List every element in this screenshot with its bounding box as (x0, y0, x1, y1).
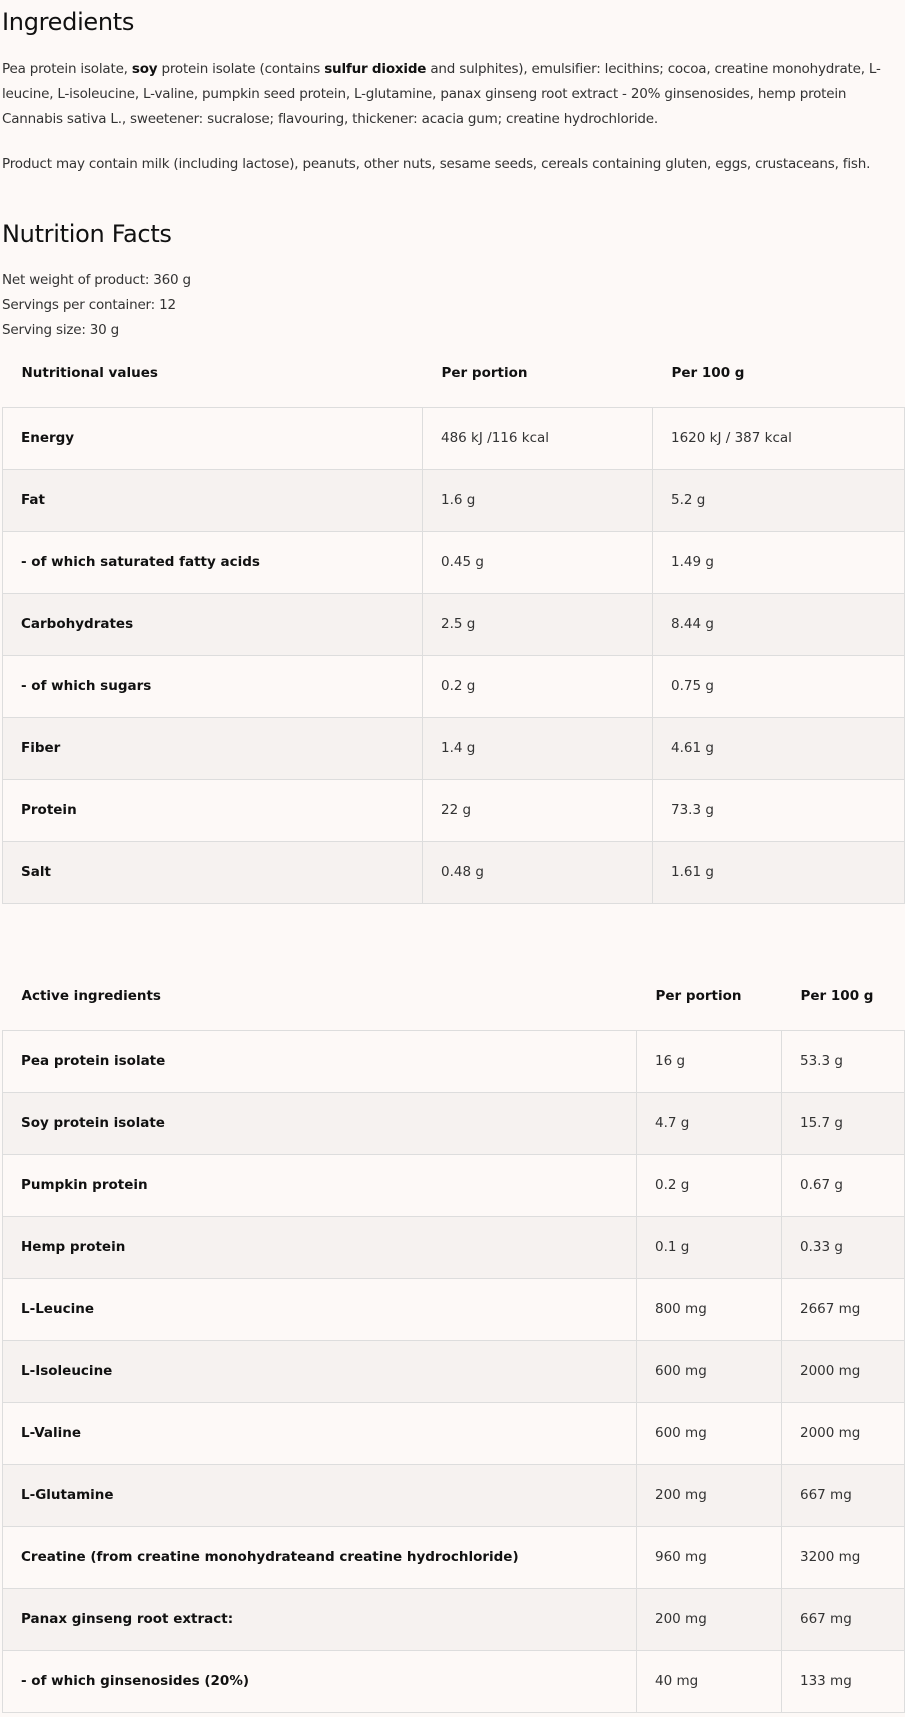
per-100g-value: 3200 mg (781, 1525, 905, 1589)
per-100g-value: 53.3 g (781, 1029, 905, 1093)
serving-size: Serving size: 30 g (2, 322, 120, 338)
row-label: - of which sugars (2, 654, 423, 718)
row-label: Energy (2, 406, 423, 470)
per-100g-value: 5.2 g (652, 468, 905, 532)
per-portion-value: 2.5 g (422, 592, 653, 656)
row-label: Carbohydrates (2, 592, 423, 656)
row-label: Soy protein isolate (2, 1091, 637, 1155)
header-nutritional-values: Nutritional values (21, 364, 158, 381)
per-100g-value: 4.61 g (652, 716, 905, 780)
per-100g-value: 2000 mg (781, 1401, 905, 1465)
row-label: L-Valine (2, 1401, 637, 1465)
table-row: - of which ginsenosides (20%) 40 mg 133 mg (2, 1649, 905, 1713)
row-label: Pumpkin protein (2, 1153, 637, 1217)
table-row: - of which sugars 0.2 g 0.75 g (2, 654, 905, 718)
table-row: Creatine (from creatine monohydrateand c… (2, 1525, 905, 1589)
per-portion-value: 486 kJ /116 kcal (422, 406, 653, 470)
row-label: - of which ginsenosides (20%) (2, 1649, 637, 1713)
table-row: Soy protein isolate 4.7 g 15.7 g (2, 1091, 905, 1155)
allergens-text: Product may contain milk (including lact… (2, 156, 871, 172)
table-row: Protein 22 g 73.3 g (2, 778, 905, 842)
row-label: Fat (2, 468, 423, 532)
table-row: - of which saturated fatty acids 0.45 g 1.… (2, 530, 905, 594)
row-label: Fiber (2, 716, 423, 780)
table-row: Pumpkin protein 0.2 g 0.67 g (2, 1153, 905, 1217)
per-portion-value: 600 mg (636, 1401, 782, 1465)
header-active-ingredients: Active ingredients (21, 987, 161, 1004)
per-portion-value: 0.2 g (422, 654, 653, 718)
allergen-bold: sulfur dioxide (324, 61, 427, 77)
servings-per-container: Servings per container: 12 (2, 297, 176, 313)
per-100g-value: 1.49 g (652, 530, 905, 594)
per-100g-value: 667 mg (781, 1463, 905, 1527)
header-per-portion: Per portion (441, 364, 528, 381)
per-100g-value: 0.75 g (652, 654, 905, 718)
table-row: L-Isoleucine 600 mg 2000 mg (2, 1339, 905, 1403)
table-row: Carbohydrates 2.5 g 8.44 g (2, 592, 905, 656)
row-label: Protein (2, 778, 423, 842)
row-label: Panax ginseng root extract: (2, 1587, 637, 1651)
per-100g-value: 15.7 g (781, 1091, 905, 1155)
row-label: L-Isoleucine (2, 1339, 637, 1403)
row-label: L-Leucine (2, 1277, 637, 1341)
ingredient-text-part: and sulphites), emulsifier: lecithins; c… (2, 61, 881, 127)
per-portion-value: 16 g (636, 1029, 782, 1093)
ingredients-title: Ingredients (2, 8, 135, 36)
row-label: L-Glutamine (2, 1463, 637, 1527)
per-portion-value: 4.7 g (636, 1091, 782, 1155)
ingredient-text-part: protein isolate (contains (157, 61, 325, 77)
row-label: Hemp protein (2, 1215, 637, 1279)
per-portion-value: 800 mg (636, 1277, 782, 1341)
per-100g-value: 8.44 g (652, 592, 905, 656)
table-row: Energy 486 kJ /116 kcal 1620 kJ / 387 kcal (2, 406, 905, 470)
table-row: L-Glutamine 200 mg 667 mg (2, 1463, 905, 1527)
per-100g-value: 73.3 g (652, 778, 905, 842)
per-portion-value: 600 mg (636, 1339, 782, 1403)
table-row: Hemp protein 0.1 g 0.33 g (2, 1215, 905, 1279)
table-row: Salt 0.48 g 1.61 g (2, 840, 905, 904)
per-portion-value: 0.48 g (422, 840, 653, 904)
nutrition-title: Nutrition Facts (2, 220, 172, 248)
header-per-100g: Per 100 g (671, 364, 745, 381)
per-100g-value: 667 mg (781, 1587, 905, 1651)
table-row: Fat 1.6 g 5.2 g (2, 468, 905, 532)
nutrition-table: Nutritional values Per portion Per 100 g… (2, 339, 905, 904)
row-label: Salt (2, 840, 423, 904)
per-portion-value: 0.1 g (636, 1215, 782, 1279)
ingredients-text: Pea protein isolate, soy protein isolate… (2, 57, 902, 132)
table-row: Pea protein isolate 16 g 53.3 g (2, 1029, 905, 1093)
per-100g-value: 2667 mg (781, 1277, 905, 1341)
per-100g-value: 0.67 g (781, 1153, 905, 1217)
table-row: Fiber 1.4 g 4.61 g (2, 716, 905, 780)
per-portion-value: 200 mg (636, 1587, 782, 1651)
per-portion-value: 960 mg (636, 1525, 782, 1589)
per-100g-value: 1620 kJ / 387 kcal (652, 406, 905, 470)
per-100g-value: 133 mg (781, 1649, 905, 1713)
header-per-portion: Per portion (655, 987, 742, 1004)
per-portion-value: 0.45 g (422, 530, 653, 594)
per-portion-value: 0.2 g (636, 1153, 782, 1217)
per-100g-value: 0.33 g (781, 1215, 905, 1279)
table-row: L-Leucine 800 mg 2667 mg (2, 1277, 905, 1341)
row-label: - of which saturated fatty acids (2, 530, 423, 594)
per-portion-value: 200 mg (636, 1463, 782, 1527)
active-ingredients-table: Active ingredients Per portion Per 100 g… (2, 962, 905, 1713)
per-100g-value: 2000 mg (781, 1339, 905, 1403)
per-100g-value: 1.61 g (652, 840, 905, 904)
table-row: Panax ginseng root extract: 200 mg 667 mg (2, 1587, 905, 1651)
net-weight: Net weight of product: 360 g (2, 272, 191, 288)
table-row: L-Valine 600 mg 2000 mg (2, 1401, 905, 1465)
per-portion-value: 22 g (422, 778, 653, 842)
per-portion-value: 1.6 g (422, 468, 653, 532)
ingredient-text-part: Pea protein isolate, (2, 61, 132, 77)
per-portion-value: 40 mg (636, 1649, 782, 1713)
row-label: Pea protein isolate (2, 1029, 637, 1093)
header-per-100g: Per 100 g (800, 987, 874, 1004)
per-portion-value: 1.4 g (422, 716, 653, 780)
allergen-bold: soy (131, 61, 158, 77)
row-label: Creatine (from creatine monohydrateand c… (2, 1525, 637, 1589)
